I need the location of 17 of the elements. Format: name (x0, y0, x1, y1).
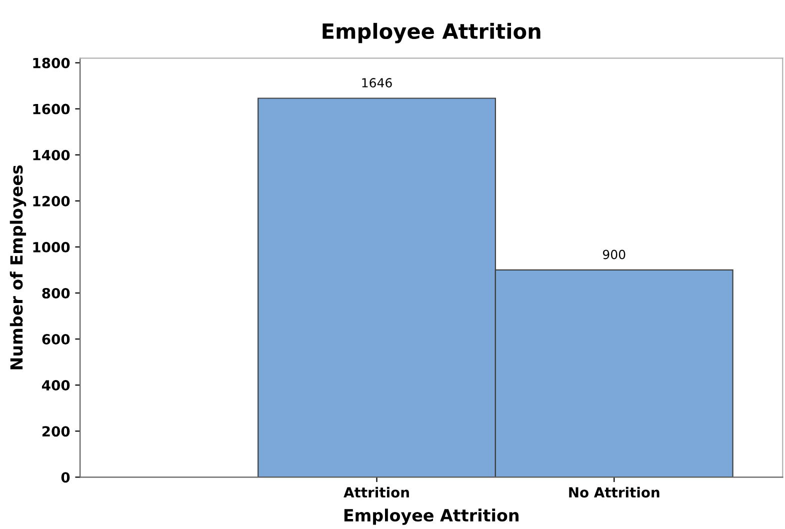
y-tick-label: 800 (42, 288, 70, 298)
y-tick-label: 0 (61, 472, 70, 483)
chart-title: Employee Attrition (322, 22, 540, 44)
x-tick-label: No Attrition (569, 486, 660, 498)
x-axis-title: Employee Attrition (344, 508, 518, 525)
y-tick-label: 1200 (33, 196, 70, 206)
data-label: 1646 (362, 78, 392, 88)
y-tick-label: 1400 (33, 150, 70, 160)
y-axis-title: Number of Employees (10, 165, 26, 370)
y-tick-label: 1800 (33, 58, 70, 68)
y-tick-label: 400 (42, 380, 70, 391)
y-tick-label: 1000 (33, 242, 70, 252)
y-tick-label: 200 (42, 426, 70, 437)
y-tick-label: 600 (42, 334, 70, 345)
y-tick-label: 1600 (33, 104, 70, 114)
data-label: 900 (602, 250, 626, 260)
x-tick-label: Attrition (344, 486, 409, 498)
